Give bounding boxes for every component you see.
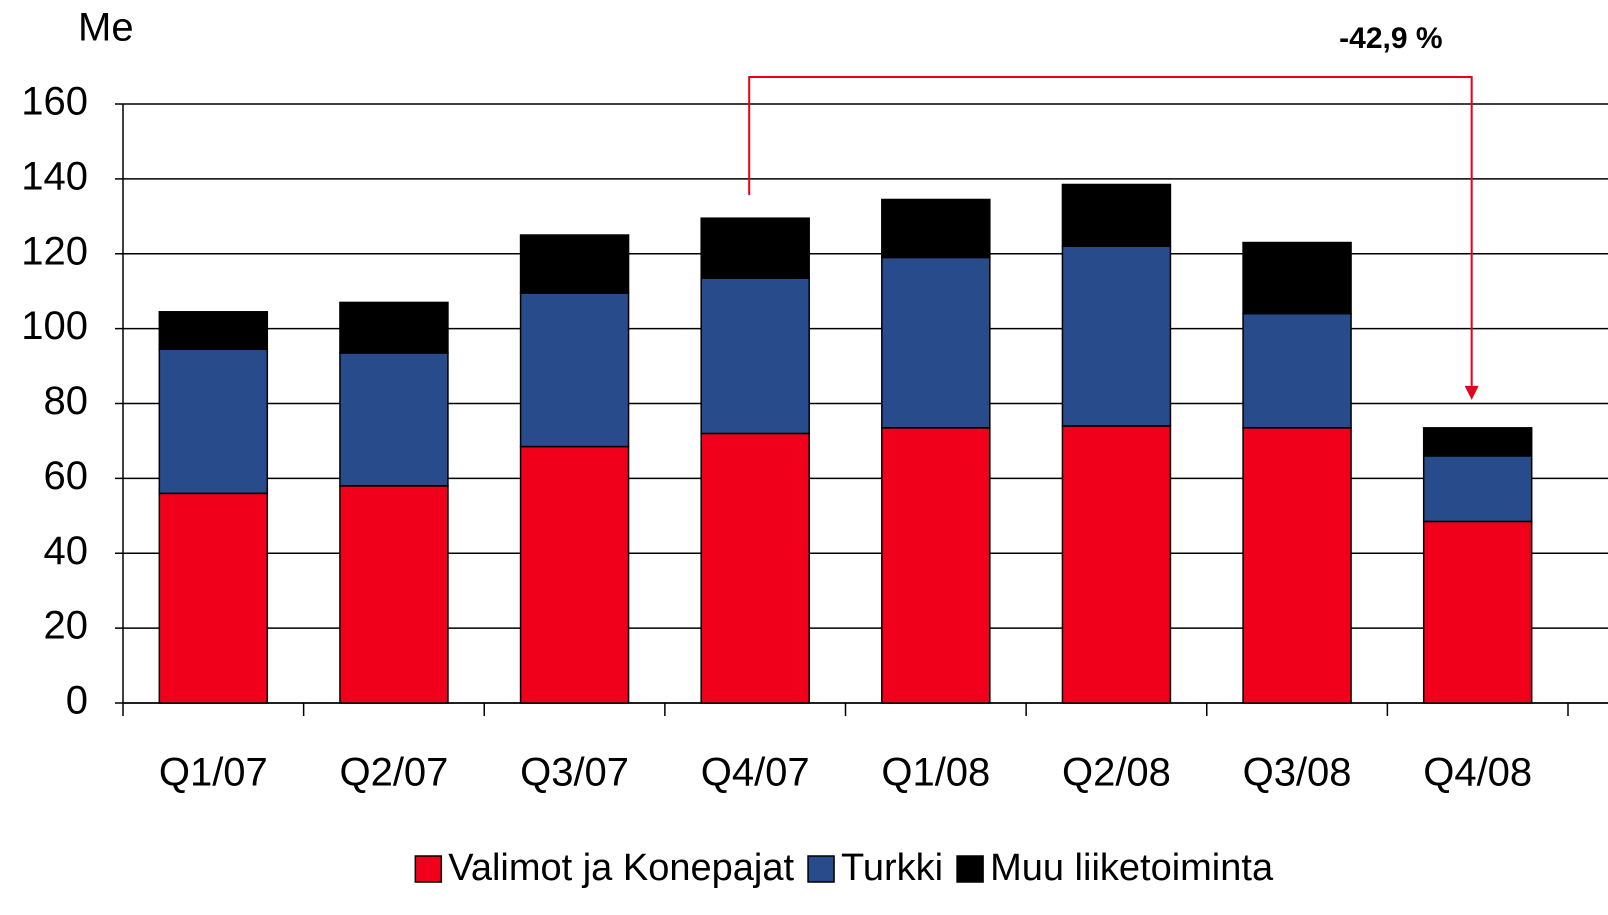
y-tick-label: 80	[44, 379, 89, 423]
arrow-head	[1464, 385, 1479, 400]
y-tick-label: 120	[21, 229, 88, 273]
y-tick-label: 60	[44, 454, 89, 498]
bar-segment	[519, 445, 630, 704]
y-tick-label: 160	[21, 80, 88, 124]
bar-segment	[1061, 245, 1172, 427]
y-tick-label: 0	[66, 679, 88, 723]
bar-segment	[1422, 455, 1533, 523]
bar-segment	[1422, 427, 1533, 457]
bar-segment	[881, 427, 991, 704]
bar-segment	[158, 492, 269, 704]
bar-segment	[1242, 427, 1352, 704]
bar-segment	[1061, 425, 1172, 704]
bar-segment	[519, 234, 630, 294]
y-tick-label: 40	[44, 529, 89, 573]
bar-segment	[1422, 520, 1533, 704]
y-axis-label: Me	[78, 6, 134, 50]
legend-label: Muu liiketoiminta	[990, 847, 1274, 889]
x-tick-label: Q4/07	[701, 751, 810, 795]
x-tick-label: Q1/08	[881, 751, 990, 795]
bar-segment	[881, 198, 991, 259]
bar-segment	[339, 301, 449, 354]
legend-swatch	[414, 855, 443, 883]
bar-segment	[700, 277, 810, 435]
x-tick-label: Q1/07	[159, 751, 268, 795]
bar-segment	[1242, 312, 1352, 429]
bar-segment	[519, 292, 630, 448]
bar-segment	[339, 352, 449, 487]
bar-segment	[158, 311, 269, 350]
legend-swatch	[956, 855, 984, 883]
y-tick-label: 20	[44, 604, 89, 648]
y-tick-label: 100	[21, 304, 88, 348]
x-tick-label: Q3/07	[520, 751, 629, 795]
legend-label: Turkki	[841, 847, 943, 889]
x-tick-label: Q3/08	[1243, 751, 1352, 795]
bar-segment	[700, 217, 810, 279]
bar-segment	[339, 485, 449, 704]
annotation-arrow	[748, 76, 1473, 386]
bar-segment	[700, 432, 810, 704]
legend-swatch	[807, 855, 835, 883]
bar-segment	[1061, 183, 1172, 248]
annotation: -42,9 %	[1339, 22, 1442, 55]
bar-segment	[1242, 241, 1352, 315]
bar-segment	[158, 348, 269, 495]
x-tick-label: Q2/07	[339, 751, 448, 795]
y-tick-label: 140	[21, 154, 88, 198]
bar-segment	[881, 256, 991, 429]
x-tick-label: Q2/08	[1062, 751, 1171, 795]
x-tick-label: Q4/08	[1423, 751, 1532, 795]
legend-label: Valimot ja Konepajat	[448, 847, 794, 889]
